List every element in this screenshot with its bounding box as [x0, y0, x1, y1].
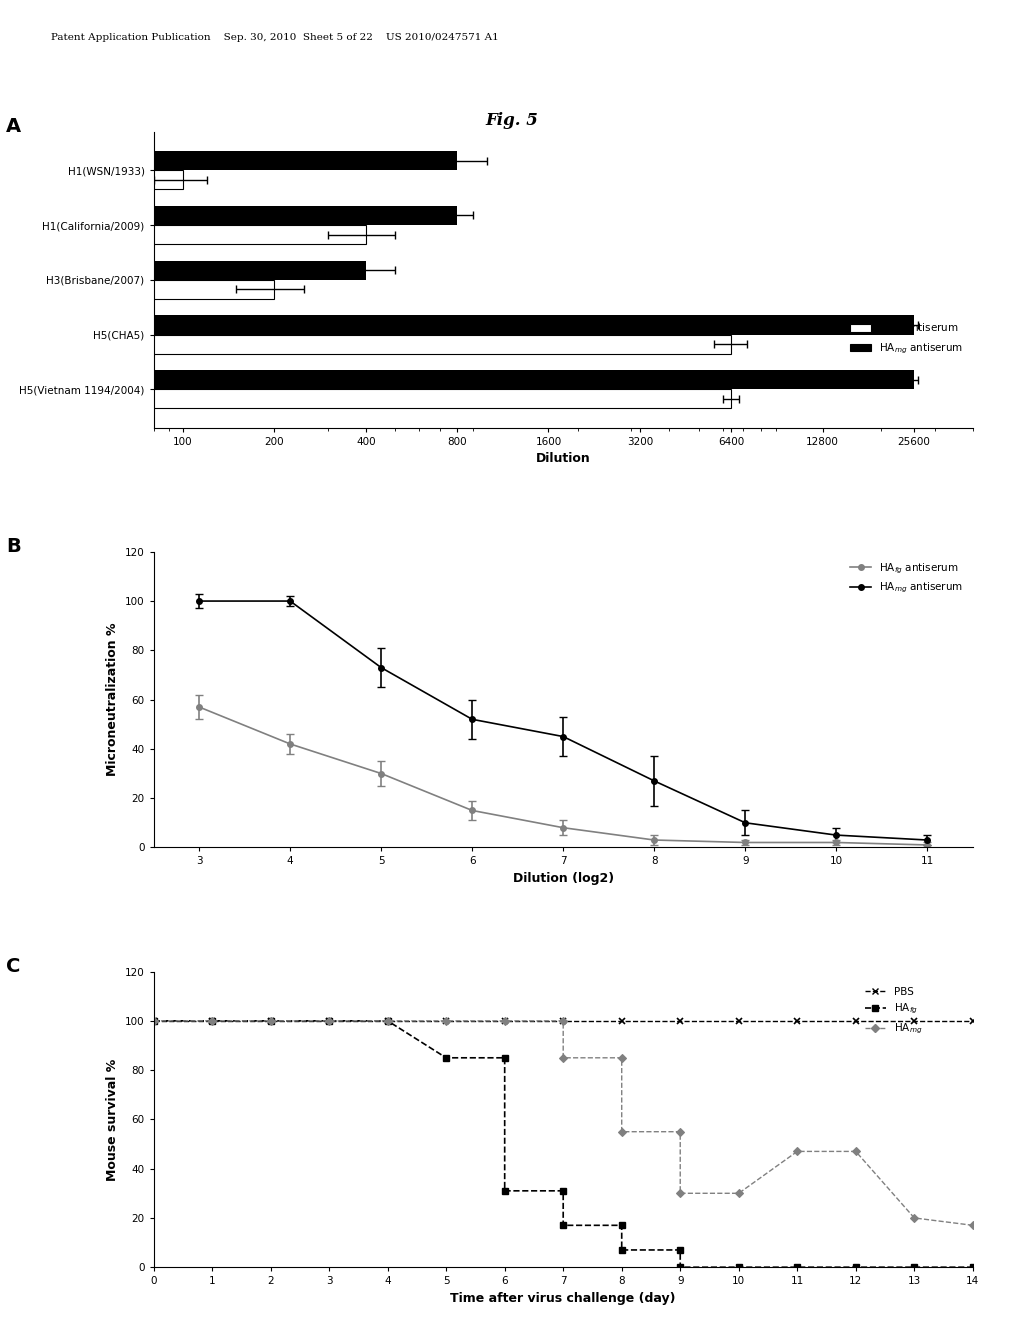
Text: Patent Application Publication    Sep. 30, 2010  Sheet 5 of 22    US 2010/024757: Patent Application Publication Sep. 30, …	[51, 33, 499, 42]
HA$_{fg}$	[440, 1049, 453, 1065]
HA$_{fg}$	[850, 1259, 862, 1275]
PBS	[792, 1012, 804, 1028]
HA$_{fg}$	[499, 1049, 511, 1065]
HA$_{mg}$	[792, 1143, 804, 1159]
PBS	[440, 1012, 453, 1028]
PBS	[382, 1012, 394, 1028]
HA$_{mg}$	[557, 1012, 569, 1028]
HA$_{fg}$	[908, 1259, 921, 1275]
HA$_{fg}$	[674, 1259, 686, 1275]
Text: C: C	[6, 957, 20, 975]
HA$_{fg}$	[557, 1183, 569, 1199]
Bar	[0, 370, 914, 389]
Line: HA$_{fg}$: HA$_{fg}$	[151, 1018, 976, 1271]
HA$_{fg}$	[615, 1242, 628, 1258]
HA$_{fg}$	[499, 1183, 511, 1199]
HA$_{fg}$	[615, 1217, 628, 1233]
HA$_{fg}$	[967, 1259, 979, 1275]
Bar	[0, 206, 457, 226]
HA$_{mg}$	[732, 1185, 744, 1201]
HA$_{mg}$	[499, 1012, 511, 1028]
Legend: PBS, HA$_{fg}$, HA$_{mg}$: PBS, HA$_{fg}$, HA$_{mg}$	[861, 982, 927, 1040]
HA$_{mg}$	[674, 1185, 686, 1201]
HA$_{mg}$	[850, 1143, 862, 1159]
HA$_{mg}$	[206, 1012, 218, 1028]
HA$_{mg}$	[382, 1012, 394, 1028]
HA$_{mg}$	[967, 1217, 979, 1233]
Bar	[0, 334, 731, 354]
Bar	[0, 315, 914, 334]
HA$_{fg}$	[674, 1242, 686, 1258]
HA$_{fg}$	[147, 1012, 160, 1028]
X-axis label: Time after virus challenge (day): Time after virus challenge (day)	[451, 1292, 676, 1304]
HA$_{mg}$	[440, 1012, 453, 1028]
Y-axis label: Microneutralization %: Microneutralization %	[106, 623, 119, 776]
HA$_{mg}$	[264, 1012, 276, 1028]
Bar	[0, 226, 366, 244]
HA$_{mg}$	[908, 1210, 921, 1226]
PBS	[674, 1012, 686, 1028]
PBS	[264, 1012, 276, 1028]
Legend: HA$_{fg}$ antiserum, HA$_{mg}$ antiserum: HA$_{fg}$ antiserum, HA$_{mg}$ antiserum	[846, 557, 968, 599]
HA$_{mg}$	[557, 1049, 569, 1065]
HA$_{fg}$	[264, 1012, 276, 1028]
HA$_{mg}$	[615, 1049, 628, 1065]
Bar	[0, 389, 731, 408]
PBS	[908, 1012, 921, 1028]
X-axis label: Dilution: Dilution	[536, 453, 591, 465]
Bar	[0, 280, 274, 298]
PBS	[557, 1012, 569, 1028]
HA$_{fg}$	[792, 1259, 804, 1275]
Y-axis label: Mouse survival %: Mouse survival %	[106, 1059, 119, 1180]
HA$_{fg}$	[382, 1012, 394, 1028]
Bar	[0, 152, 457, 170]
HA$_{fg}$	[732, 1259, 744, 1275]
X-axis label: Dilution (log2): Dilution (log2)	[513, 873, 613, 884]
Text: A: A	[6, 117, 22, 136]
Text: B: B	[6, 537, 20, 556]
Bar	[0, 260, 366, 280]
HA$_{fg}$	[557, 1217, 569, 1233]
PBS	[615, 1012, 628, 1028]
Legend: HA$_{fg}$ antiserum, HA$_{mg}$ antiserum: HA$_{fg}$ antiserum, HA$_{mg}$ antiserum	[846, 318, 968, 360]
HA$_{fg}$	[323, 1012, 335, 1028]
PBS	[147, 1012, 160, 1028]
Line: PBS: PBS	[151, 1018, 976, 1024]
HA$_{mg}$	[323, 1012, 335, 1028]
HA$_{fg}$	[206, 1012, 218, 1028]
PBS	[499, 1012, 511, 1028]
HA$_{mg}$	[147, 1012, 160, 1028]
PBS	[323, 1012, 335, 1028]
Bar	[0, 170, 183, 190]
PBS	[206, 1012, 218, 1028]
PBS	[850, 1012, 862, 1028]
Text: Fig. 5: Fig. 5	[485, 112, 539, 129]
PBS	[967, 1012, 979, 1028]
HA$_{mg}$	[674, 1123, 686, 1139]
HA$_{mg}$	[615, 1123, 628, 1139]
Line: HA$_{mg}$: HA$_{mg}$	[151, 1018, 976, 1228]
PBS	[732, 1012, 744, 1028]
